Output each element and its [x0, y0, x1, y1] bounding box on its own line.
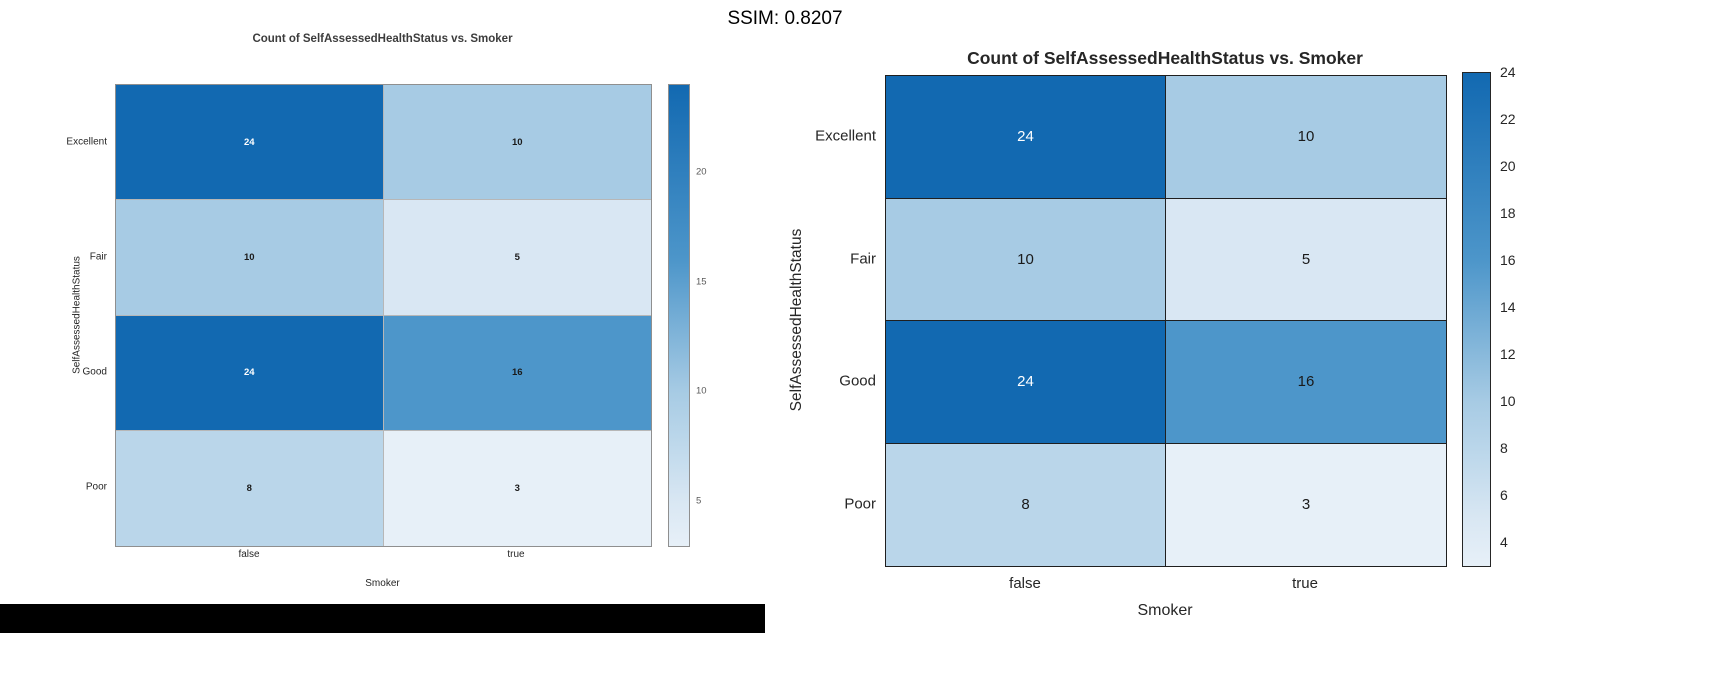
x-axis-title: Smoker — [1137, 602, 1193, 619]
heatmap-cell: 24 — [886, 76, 1166, 199]
colorbar-ticks: 20 15 10 5 — [696, 84, 726, 545]
ssim-score-title: SSIM: 0.8207 — [727, 8, 843, 29]
heatmap-cell: 10 — [116, 200, 384, 316]
y-tick-label: Poor — [85, 481, 107, 493]
colorbar-tick-label: 8 — [1500, 439, 1508, 456]
colorbar-tick-label: 6 — [1500, 486, 1508, 503]
colorbar — [1462, 72, 1491, 567]
heatmap-cell: 24 — [116, 315, 384, 431]
heatmap-cell: 5 — [1166, 198, 1446, 321]
colorbar-tick-label: 18 — [1500, 204, 1516, 221]
x-axis-title: Smoker — [365, 578, 400, 589]
x-tick-label: false — [238, 549, 260, 560]
colorbar-tick-label: 20 — [696, 166, 707, 178]
redaction-bar — [0, 604, 765, 633]
colorbar-tick-label: 20 — [1500, 157, 1516, 174]
y-axis-title: SelfAssessedHealthStatus — [71, 256, 83, 374]
colorbar-tick-label: 10 — [1500, 392, 1516, 409]
heatmap-cell: 5 — [383, 200, 651, 316]
heatmap-cell: 24 — [886, 321, 1166, 444]
chart-title: Count of SelfAssessedHealthStatus vs. Sm… — [967, 48, 1363, 68]
y-tick-label: Good — [82, 366, 107, 378]
colorbar — [668, 84, 690, 547]
y-tick-label: Good — [839, 372, 876, 390]
colorbar-ticks: 24 22 20 18 16 14 12 10 8 6 4 — [1500, 64, 1536, 565]
colorbar-tick-label: 10 — [696, 385, 707, 397]
heatmap-grid: 24 10 10 5 24 16 8 3 — [115, 84, 652, 547]
colorbar-tick-label: 24 — [1500, 64, 1516, 80]
y-tick-label: Fair — [89, 251, 107, 263]
heatmap-cell: 16 — [383, 315, 651, 431]
heatmap-cell: 8 — [886, 443, 1166, 566]
y-tick-label: Fair — [850, 250, 876, 268]
x-tick-label: true — [1292, 575, 1318, 592]
x-tick-label: true — [507, 549, 525, 560]
heatmap-cell: 8 — [116, 430, 384, 546]
heatmap-grid: 24 10 10 5 24 16 8 3 — [885, 75, 1447, 567]
y-tick-label: Excellent — [66, 136, 107, 148]
heatmap-cell: 16 — [1166, 321, 1446, 444]
heatmap-cell: 10 — [383, 85, 651, 201]
colorbar-tick-label: 22 — [1500, 110, 1516, 127]
heatmap-cell: 10 — [886, 198, 1166, 321]
heatmap-cell: 24 — [116, 85, 384, 201]
colorbar-tick-label: 16 — [1500, 251, 1516, 268]
heatmap-cell: 3 — [383, 430, 651, 546]
y-tick-label: Excellent — [815, 127, 876, 145]
heatmap-cell: 10 — [1166, 76, 1446, 199]
colorbar-tick-label: 14 — [1500, 298, 1516, 315]
heatmap-cell: 3 — [1166, 443, 1446, 566]
y-axis-title: SelfAssessedHealthStatus — [788, 228, 805, 412]
colorbar-tick-label: 12 — [1500, 345, 1516, 362]
colorbar-tick-label: 15 — [696, 276, 707, 288]
x-tick-label: false — [1009, 575, 1041, 592]
chart-title: Count of SelfAssessedHealthStatus vs. Sm… — [252, 33, 513, 45]
colorbar-tick-label: 5 — [696, 495, 702, 507]
colorbar-tick-label: 4 — [1500, 533, 1508, 550]
y-tick-label: Poor — [844, 495, 876, 513]
